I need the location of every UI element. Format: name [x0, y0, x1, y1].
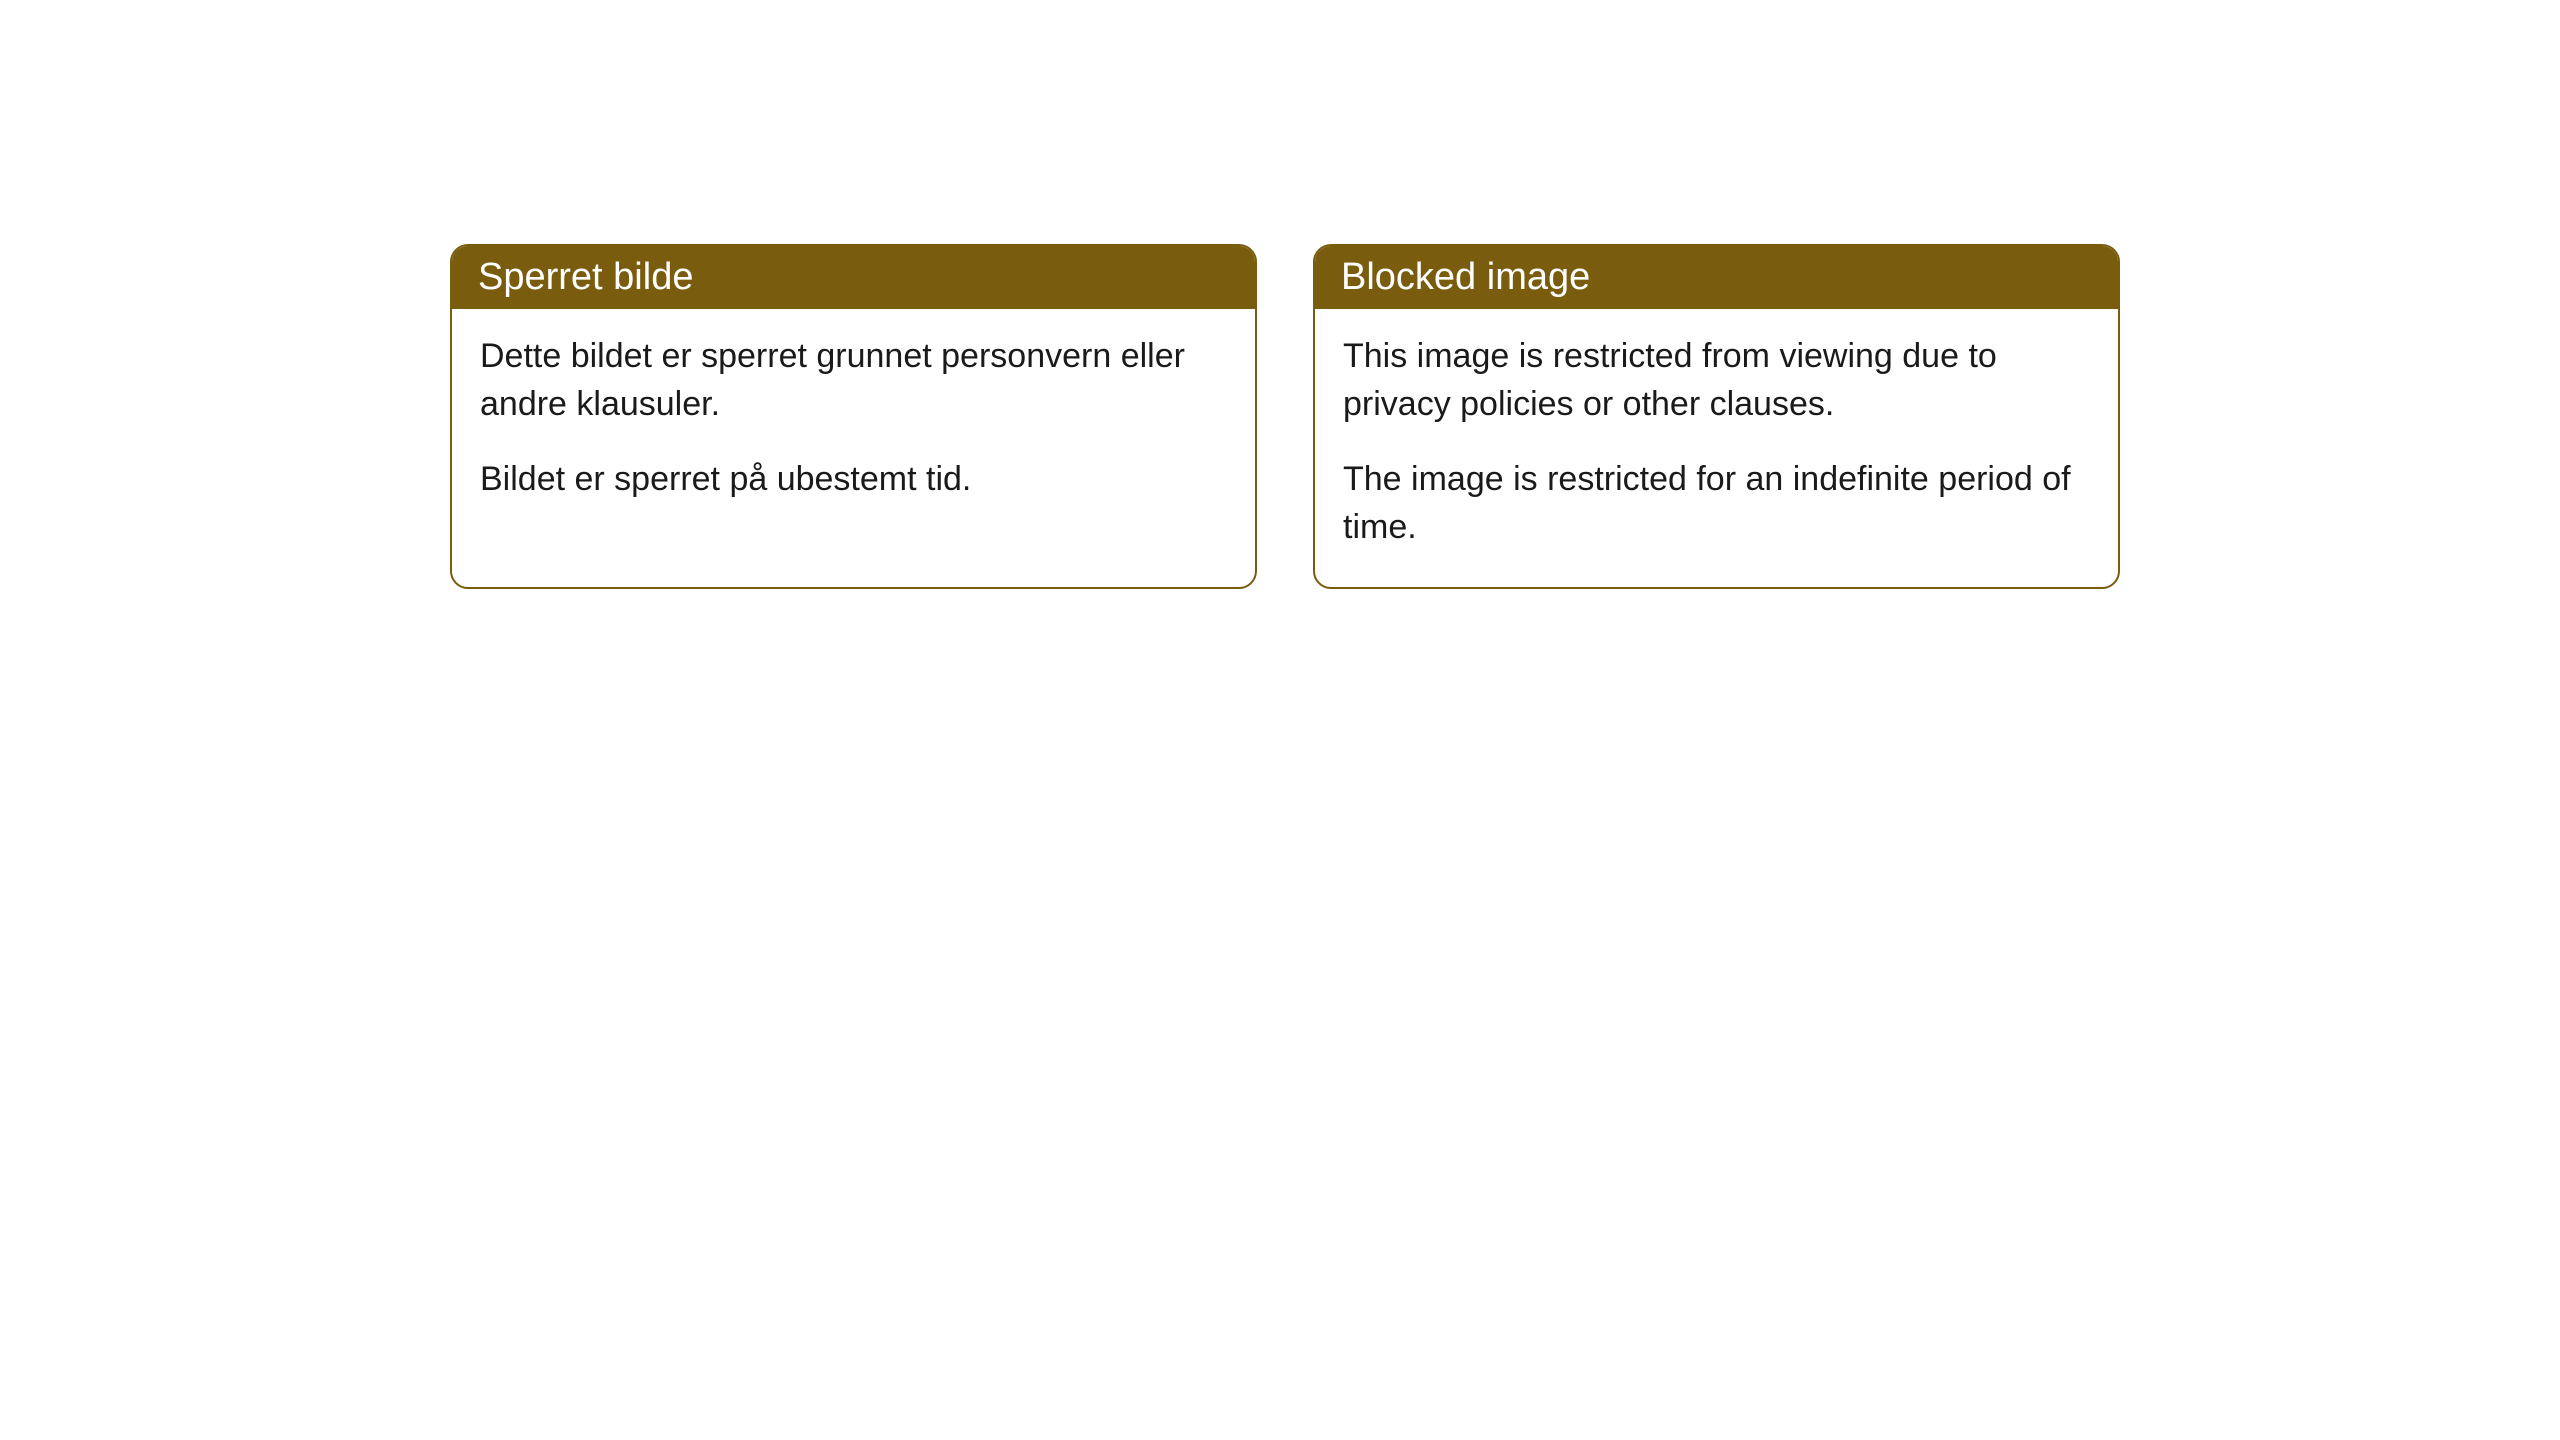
card-paragraph: Dette bildet er sperret grunnet personve…	[480, 333, 1227, 428]
blocked-image-card-english: Blocked image This image is restricted f…	[1313, 244, 2120, 589]
card-header: Sperret bilde	[452, 246, 1255, 309]
card-body: This image is restricted from viewing du…	[1315, 309, 2118, 587]
card-paragraph: This image is restricted from viewing du…	[1343, 333, 2090, 428]
card-title: Blocked image	[1341, 256, 1590, 298]
notice-cards-container: Sperret bilde Dette bildet er sperret gr…	[450, 244, 2560, 589]
card-title: Sperret bilde	[478, 256, 693, 298]
blocked-image-card-norwegian: Sperret bilde Dette bildet er sperret gr…	[450, 244, 1257, 589]
card-body: Dette bildet er sperret grunnet personve…	[452, 309, 1255, 540]
card-header: Blocked image	[1315, 246, 2118, 309]
card-paragraph: Bildet er sperret på ubestemt tid.	[480, 456, 1227, 504]
card-paragraph: The image is restricted for an indefinit…	[1343, 456, 2090, 551]
